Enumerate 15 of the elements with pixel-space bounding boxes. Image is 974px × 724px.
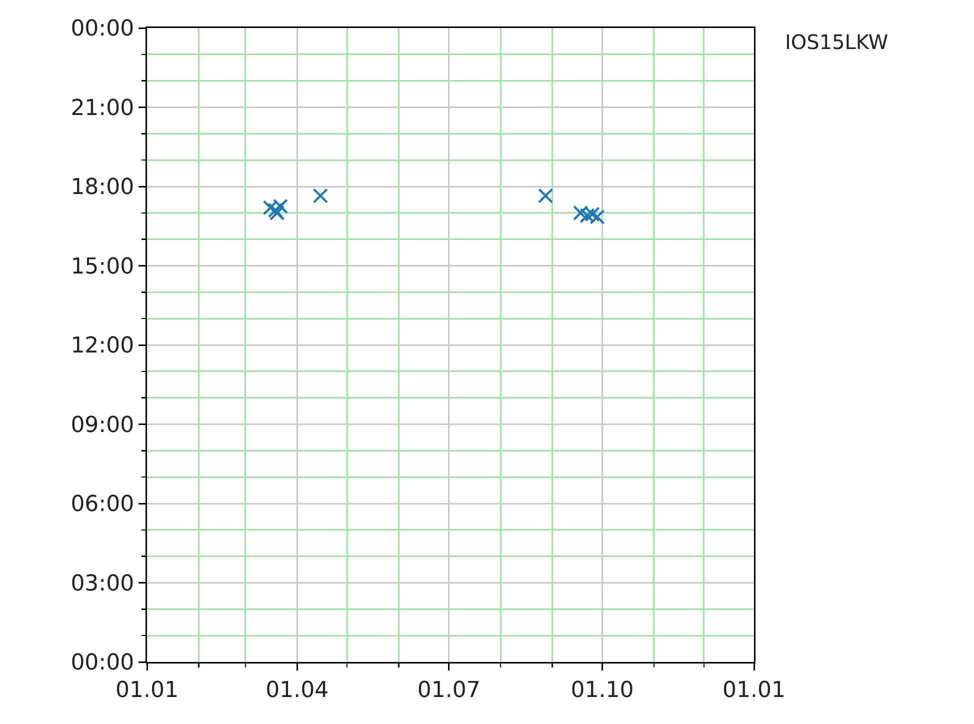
y-tick-label: 03:00 [70, 571, 134, 596]
y-tick-label: 15:00 [70, 254, 134, 280]
y-tick-label: 00:00 [70, 16, 134, 42]
x-tick-label: 01.01 [722, 678, 786, 703]
y-tick-label: 00:00 [70, 650, 134, 676]
y-tick-label: 06:00 [70, 492, 134, 518]
y-tick-label: 18:00 [70, 175, 134, 200]
x-tick-label: 01.01 [116, 678, 178, 703]
y-tick-label: 12:00 [70, 334, 134, 359]
x-tick-label: 01.10 [570, 678, 634, 703]
x-tick-label: 01.04 [266, 678, 329, 703]
y-tick-label: 09:00 [70, 412, 134, 438]
y-tick-label: 21:00 [70, 96, 134, 121]
text: IOS15LKW [785, 30, 888, 54]
x-tick-label: 01.07 [417, 678, 480, 703]
